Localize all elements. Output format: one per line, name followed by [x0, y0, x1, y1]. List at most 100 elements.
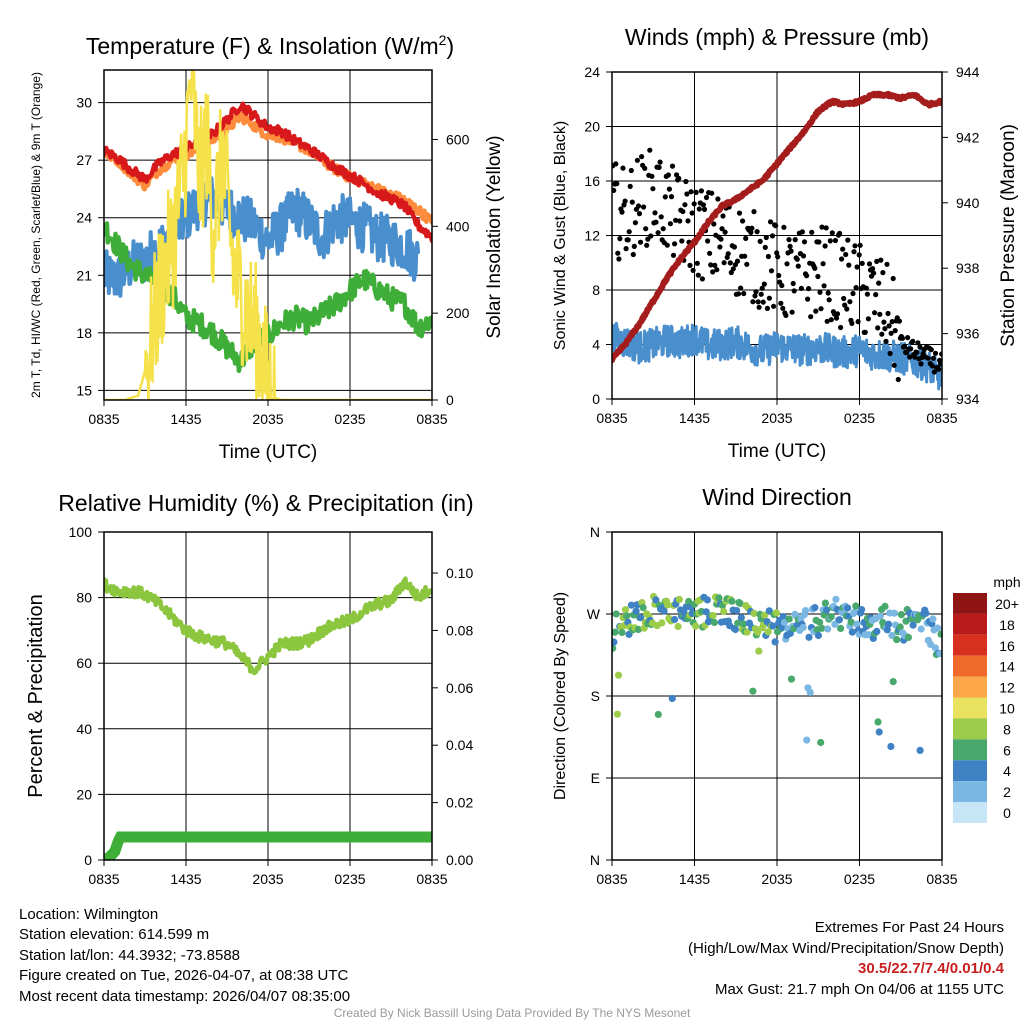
- direction-point: [937, 630, 942, 638]
- direction-point: [755, 647, 763, 655]
- gust-point: [742, 253, 748, 259]
- gust-point: [760, 299, 766, 305]
- direction-point: [736, 599, 744, 608]
- x-tick-label: 0235: [844, 871, 875, 887]
- y-tick-label-right: 200: [446, 305, 470, 321]
- gust-point: [891, 362, 897, 368]
- latlon-text: Station lat/lon: 44.3932; -73.8588: [19, 946, 241, 964]
- gust-point: [910, 338, 916, 344]
- gust-point: [871, 270, 877, 276]
- gust-point: [683, 178, 689, 185]
- gust-point: [808, 314, 814, 320]
- gust-point: [889, 319, 895, 325]
- gust-point: [837, 230, 843, 236]
- gust-point: [721, 260, 727, 266]
- colorbar: mph 20+ 18 16 14 12 10 8 6 4 2 0: [953, 574, 1021, 823]
- direction-point: [612, 638, 618, 646]
- x-tick-label: 1435: [679, 871, 710, 887]
- gust-point: [929, 363, 936, 369]
- gust-point: [854, 264, 860, 270]
- direction-point: [837, 624, 845, 633]
- direction-point: [621, 606, 630, 614]
- direction-point: [743, 628, 751, 636]
- colorbar-swatch: [953, 739, 987, 761]
- gust-point: [809, 229, 815, 235]
- gust-point: [865, 316, 872, 322]
- y-tick-label-left: 4: [592, 337, 600, 353]
- gust-point: [888, 330, 894, 336]
- gust-point: [819, 224, 825, 230]
- y-axis-label-left: 2m T, Td, HI/WC (Red, Green, Scarlet/Blu…: [29, 72, 43, 398]
- plot-frame: [611, 71, 943, 400]
- plot-frame: [611, 531, 943, 861]
- gust-point: [652, 210, 658, 216]
- gust-point: [862, 329, 868, 335]
- gust-point: [753, 289, 759, 295]
- x-tick-label: 0835: [926, 410, 957, 426]
- direction-point: [761, 611, 769, 619]
- gust-point: [874, 258, 880, 264]
- gust-point: [676, 175, 682, 181]
- direction-point: [873, 627, 881, 636]
- colorbar-title: mph: [993, 574, 1020, 590]
- x-tick-label: 0835: [88, 871, 119, 887]
- gust-point: [849, 320, 855, 326]
- colorbar-label: 18: [999, 617, 1015, 633]
- gust-point: [708, 262, 714, 268]
- x-axis-label: Time (UTC): [728, 441, 827, 462]
- gust-point: [815, 273, 821, 280]
- direction-point: [881, 602, 889, 611]
- gust-point: [718, 236, 724, 242]
- gust-point: [774, 250, 780, 256]
- gust-point: [931, 369, 938, 375]
- gust-point: [649, 173, 655, 179]
- relative-humidity-line: [104, 576, 432, 676]
- panel-1: 0835 1435 2035 0235 0835 15 18 21 24 27 30 0 200 400 6…: [76, 70, 470, 427]
- direction-point: [851, 608, 859, 616]
- gust-point: [679, 238, 685, 244]
- gust-point: [687, 262, 693, 268]
- location-text: Location: Wilmington: [19, 906, 159, 923]
- gust-point: [756, 304, 762, 310]
- gust-point: [660, 226, 666, 232]
- gust-point: [938, 361, 942, 367]
- direction-point: [811, 604, 819, 612]
- gust-point: [890, 275, 896, 282]
- gust-point: [734, 258, 741, 264]
- colorbar-label: 8: [1003, 721, 1011, 737]
- gust-point: [901, 343, 908, 349]
- direction-point: [874, 718, 882, 726]
- gust-point: [758, 291, 764, 297]
- direction-point: [884, 620, 893, 628]
- gust-point: [634, 157, 641, 163]
- y-tick-label-right: 400: [446, 218, 470, 234]
- gust-point: [701, 206, 708, 212]
- x-tick-label: 2035: [252, 871, 283, 887]
- gust-point: [614, 181, 620, 187]
- direction-point: [817, 738, 825, 747]
- gust-point: [741, 290, 747, 297]
- colorbar-swatch: [953, 676, 987, 698]
- y-tick-label-right: 940: [956, 195, 980, 211]
- x-tick-label: 0835: [416, 871, 447, 887]
- direction-point: [702, 608, 710, 616]
- y-tick-label-left: 80: [76, 590, 92, 606]
- gust-point: [688, 189, 694, 195]
- x-tick-label: 0835: [416, 411, 447, 427]
- gust-point: [712, 262, 718, 268]
- y-tick-label-left: N: [590, 524, 600, 540]
- gust-point: [787, 243, 793, 249]
- panel-2: 0835 1435 2035 0235 0835 0 4 8 12 16 20 24 934 936 938…: [584, 64, 979, 426]
- recent-data-text: Most recent data timestamp: 2026/04/07 0…: [19, 987, 351, 1005]
- direction-point: [703, 596, 712, 604]
- direction-point: [634, 625, 643, 634]
- max-gust-text: Max Gust: 21.7 mph On 04/06 at 1155 UTC: [714, 980, 1004, 998]
- colorbar-swatch: [953, 781, 987, 802]
- panel-title: Relative Humidity (%) & Precipitation (i…: [58, 490, 473, 516]
- gust-point: [755, 299, 761, 305]
- colorbar-label: 2: [1003, 784, 1011, 800]
- gust-point: [907, 354, 913, 360]
- direction-point: [816, 618, 824, 626]
- gust-point: [813, 308, 819, 314]
- y-tick-label-left: 15: [76, 382, 92, 398]
